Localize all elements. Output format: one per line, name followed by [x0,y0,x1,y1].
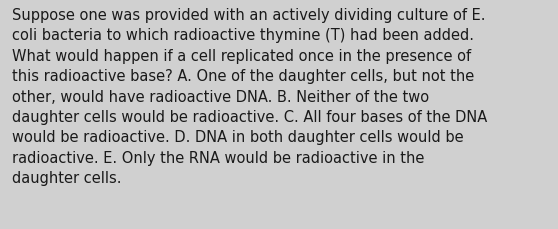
Text: Suppose one was provided with an actively dividing culture of E.
coli bacteria t: Suppose one was provided with an activel… [12,8,488,185]
